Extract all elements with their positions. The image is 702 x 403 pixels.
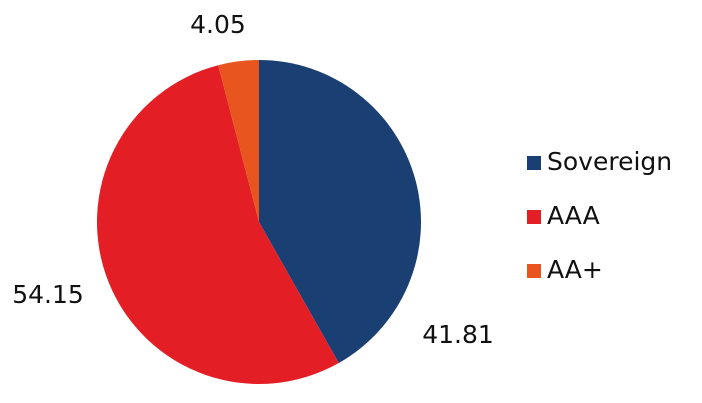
legend-label: AA+ [547,255,603,284]
legend-label: Sovereign [547,147,672,176]
legend-label: AAA [547,201,600,230]
data-label: 4.05 [190,10,246,39]
pie-slice [96,65,339,385]
legend-swatch [527,264,541,278]
legend-swatch [527,156,541,170]
pie-slice [259,60,421,363]
pie-slice [218,60,259,222]
legend-swatch [527,210,541,224]
data-label: 41.81 [422,320,494,349]
data-label: 54.15 [12,280,84,309]
